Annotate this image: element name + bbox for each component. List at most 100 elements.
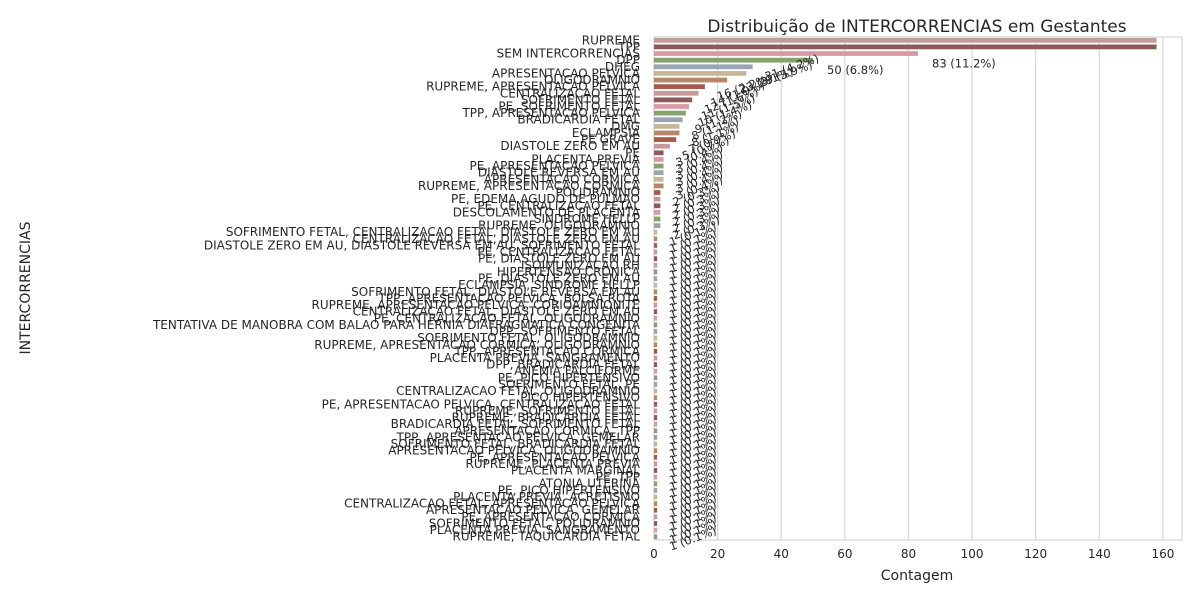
bar <box>654 183 664 189</box>
category-label: DESCOLAMENTO DE PLACENTA <box>453 205 641 219</box>
bar <box>654 289 658 295</box>
category-label: APRESENTACAO PELVICA <box>492 66 641 80</box>
bar <box>654 388 658 394</box>
bar <box>654 77 728 83</box>
bar <box>654 461 658 467</box>
bar <box>654 474 658 480</box>
bar <box>654 117 683 123</box>
bar <box>654 71 747 76</box>
category-label: DPP <box>616 53 640 67</box>
bar <box>654 395 658 401</box>
category-label: SOFRIMENTO FETAL <box>521 93 640 107</box>
bar <box>654 534 658 540</box>
bar <box>654 514 658 520</box>
category-label: ISOIMUNIZACAO RH <box>521 258 640 272</box>
bar <box>654 276 658 281</box>
category-label: PE, DIASTOLE ZERO EM AU <box>478 272 640 286</box>
bar <box>654 223 661 229</box>
bar <box>654 448 658 454</box>
category-label: ANEMIA FALCIFORME <box>514 364 640 378</box>
bar <box>654 262 658 268</box>
bar <box>654 368 658 374</box>
bar <box>654 309 658 315</box>
x-tick-label: 0 <box>650 547 658 561</box>
category-label: CENTRALIZACAO FETAL, APRESENTACAO PELVIC… <box>344 497 641 511</box>
category-label: TPP, APRESENTACAO CORMICA <box>453 344 640 358</box>
bar <box>654 408 658 414</box>
bar <box>654 249 658 255</box>
x-tick-label: 20 <box>710 547 725 561</box>
bar <box>654 157 664 162</box>
category-label: PLACENTA MARGINAL <box>511 464 640 478</box>
bar <box>654 296 658 301</box>
bar <box>654 137 677 142</box>
bar <box>654 322 658 328</box>
category-label: TPP <box>617 40 640 54</box>
chart-title: Distribuição de INTERCORRENCIAS em Gesta… <box>707 17 1126 37</box>
bar <box>654 521 658 526</box>
bar <box>654 527 658 533</box>
category-label: DHEG <box>605 60 640 74</box>
bar <box>654 507 658 513</box>
bar <box>654 269 658 275</box>
category-label: DPP, SOFRIMENTO FETAL <box>490 325 641 339</box>
category-label: APRESENTACAO PELVICA, GEMELAR <box>426 503 640 517</box>
category-label: APRESENTACAO PELVICA, OLIGODRAMNIO <box>388 444 640 458</box>
category-label: PE, TPP <box>596 470 640 484</box>
bar <box>654 355 658 361</box>
bar <box>654 110 686 116</box>
grid-layer <box>653 37 1164 540</box>
bar <box>654 236 658 242</box>
data-label: 50 (6.8%) <box>827 63 883 77</box>
category-label: PLACENTA PREVIA <box>531 152 640 166</box>
bar <box>654 203 661 209</box>
bar <box>654 421 658 427</box>
category-label: RUPREME <box>582 33 640 47</box>
category-label: PE, APRESENTACAO PELVICA, CENTRALIZACAO … <box>322 397 641 411</box>
bar <box>654 190 661 195</box>
category-label: PE, APRESENTACAO PELVICA <box>469 159 640 173</box>
bar <box>654 382 658 387</box>
category-label: PLACENTA PREVIA, ACRETISMO <box>453 490 640 504</box>
category-label: SOFRIMENTO FETAL, BRADICARDIA FETAL <box>391 437 641 451</box>
category-label: PE, APRESENTACAO PELVICA <box>469 450 640 464</box>
category-label: SEM INTERCORRENCIAS <box>497 47 640 61</box>
bar <box>654 44 1157 50</box>
category-label: TPP, APRESENTACAO PELVICA, GEMELAR <box>396 430 640 444</box>
bar <box>654 104 689 109</box>
category-label: APRESENTACAO CORMICA, TPP <box>454 424 640 438</box>
data-label: 83 (11.2%) <box>932 57 996 71</box>
bar <box>654 37 1157 43</box>
category-label: DIASTOLE ZERO EM AU <box>500 139 640 153</box>
category-label: TPP, APRESENTACAO PELVICA <box>461 106 640 120</box>
category-label: ECLAMPSIA, SINDROME HELLP <box>458 278 640 292</box>
bar <box>654 415 658 420</box>
category-label: POLIDRAMNIO <box>555 186 640 200</box>
bar <box>654 282 658 288</box>
bar <box>654 210 661 215</box>
bar <box>654 51 918 56</box>
bar <box>654 487 658 493</box>
bar <box>654 454 658 460</box>
category-label: PE, PICO HIPERTENSIVO <box>498 371 640 385</box>
x-axis-label: Contagem <box>881 568 953 584</box>
category-label: RUPREME, APRESENTACAO CORMICA, OLIGODRAM… <box>314 338 640 352</box>
bar <box>654 130 680 136</box>
bar <box>654 170 664 176</box>
category-label: CENTRALIZACAO FETAL <box>500 86 641 100</box>
category-label: PLACENTA PREVIA, SANGRAMENTO <box>430 351 640 365</box>
bar <box>654 494 658 500</box>
category-label: CENTRALIZACAO FETAL, DIASTOLE ZERO EM AU <box>353 232 640 246</box>
bar <box>654 64 753 70</box>
bar <box>654 143 670 149</box>
bar <box>654 348 658 354</box>
bar <box>654 441 658 447</box>
category-label: ATONIA UTERINA <box>539 477 641 491</box>
category-label: SOFRIMENTO FETAL, OLIGODRAMNIO <box>417 331 640 345</box>
plot-frame <box>653 36 1183 541</box>
category-label: PE, SOFRIMENTO FETAL <box>498 99 640 113</box>
bar-layer <box>654 37 1157 540</box>
category-label: ECLAMPSIA <box>572 126 641 140</box>
